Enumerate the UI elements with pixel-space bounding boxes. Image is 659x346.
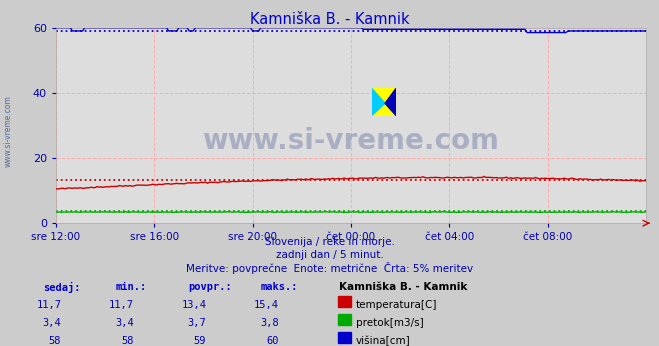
Text: temperatura[C]: temperatura[C] [356, 300, 438, 310]
Text: 11,7: 11,7 [36, 300, 61, 310]
Text: sedaj:: sedaj: [43, 282, 80, 293]
Text: www.si-vreme.com: www.si-vreme.com [202, 127, 500, 155]
Text: višina[cm]: višina[cm] [356, 336, 411, 346]
Text: pretok[m3/s]: pretok[m3/s] [356, 318, 424, 328]
Text: 59: 59 [194, 336, 206, 346]
Text: Kamniška B. - Kamnik: Kamniška B. - Kamnik [339, 282, 468, 292]
Text: povpr.:: povpr.: [188, 282, 231, 292]
Text: Slovenija / reke in morje.: Slovenija / reke in morje. [264, 237, 395, 247]
Text: 3,4: 3,4 [115, 318, 134, 328]
Text: maks.:: maks.: [260, 282, 298, 292]
Text: 3,7: 3,7 [188, 318, 206, 328]
Text: www.si-vreme.com: www.si-vreme.com [4, 95, 13, 167]
Text: Meritve: povprečne  Enote: metrične  Črta: 5% meritev: Meritve: povprečne Enote: metrične Črta:… [186, 262, 473, 274]
Text: 3,4: 3,4 [43, 318, 61, 328]
Polygon shape [385, 88, 396, 116]
Text: 60: 60 [266, 336, 279, 346]
Text: 13,4: 13,4 [181, 300, 206, 310]
Text: Kamniška B. - Kamnik: Kamniška B. - Kamnik [250, 12, 409, 27]
Polygon shape [372, 88, 385, 116]
Text: zadnji dan / 5 minut.: zadnji dan / 5 minut. [275, 250, 384, 260]
Text: 3,8: 3,8 [260, 318, 279, 328]
Text: 58: 58 [49, 336, 61, 346]
Text: 11,7: 11,7 [109, 300, 134, 310]
Text: 58: 58 [121, 336, 134, 346]
Text: 15,4: 15,4 [254, 300, 279, 310]
Text: min.:: min.: [115, 282, 146, 292]
